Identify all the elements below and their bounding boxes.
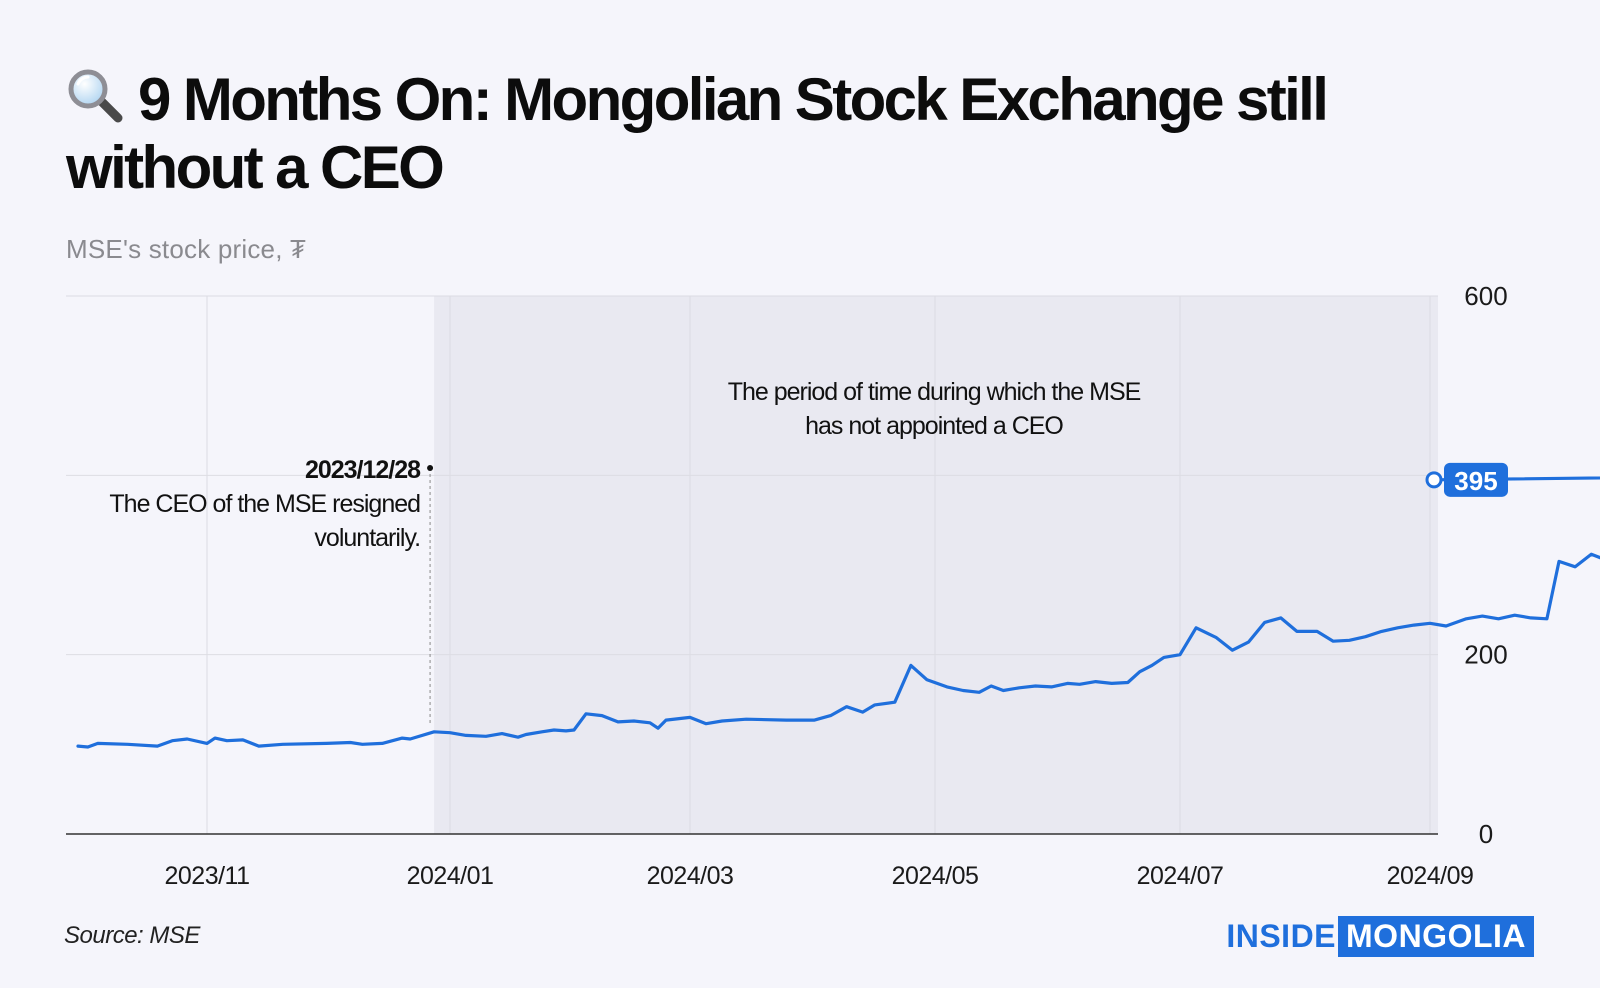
x-tick-label: 2024/05	[892, 862, 979, 890]
x-tick-label: 2024/07	[1137, 862, 1224, 890]
source-note: Source: MSE	[64, 922, 200, 949]
y-tick-label: 0	[1479, 819, 1493, 849]
x-tick-label: 2023/11	[164, 862, 249, 890]
x-tick-label: 2024/01	[407, 862, 494, 890]
chart-subtitle: MSE's stock price, ₮	[66, 234, 307, 264]
y-tick-label: 200	[1464, 640, 1507, 670]
x-tick-label: 2024/03	[647, 862, 734, 890]
no-ceo-period-shade	[434, 296, 1439, 834]
brand-logo-part1: INSIDE	[1226, 918, 1337, 954]
resignation-marker-dot	[427, 465, 434, 471]
resignation-note-line2: voluntarily.	[314, 524, 420, 552]
title-text: 9 Months On: Mongolian Stock Exchange st…	[66, 66, 1329, 201]
period-note-line2: has not appointed a CEO	[805, 412, 1063, 440]
last-value-label: 395	[1454, 466, 1497, 496]
price-series-line	[76, 476, 1600, 749]
resignation-note-line1: The CEO of the MSE resigned	[109, 490, 420, 518]
brand-logo-part2: MONGOLIA	[1338, 916, 1534, 957]
period-note-line1: The period of time during which the MSE	[728, 378, 1141, 406]
y-tick-label: 600	[1464, 281, 1507, 311]
page-title: 9 Months On: Mongolian Stock Exchange st…	[66, 66, 1506, 202]
last-value-marker	[1425, 471, 1443, 489]
last-value-badge	[1444, 462, 1508, 497]
stock-price-chart: 02004006002023/112024/012024/032024/0520…	[66, 281, 1600, 890]
x-tick-label: 2024/09	[1387, 862, 1474, 890]
magnifying-glass-icon	[66, 68, 128, 124]
brand-logo: INSIDE MONGOLIA	[1226, 916, 1534, 957]
resignation-date-label: 2023/12/28	[305, 456, 421, 484]
